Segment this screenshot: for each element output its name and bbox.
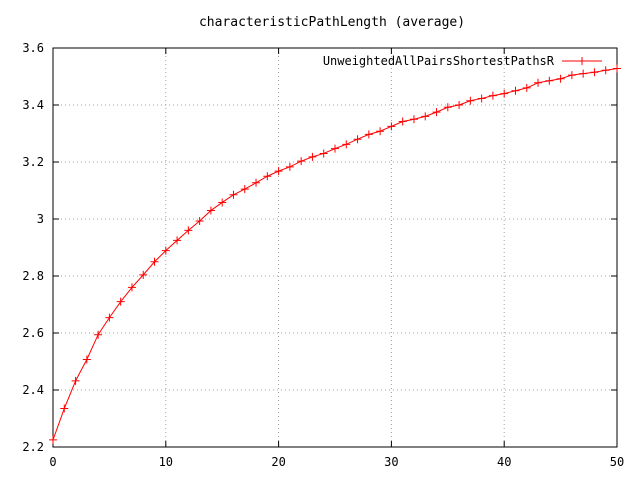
- data-point: [252, 178, 261, 187]
- data-point: [432, 108, 441, 117]
- data-point: [105, 313, 114, 322]
- data-point: [353, 135, 362, 144]
- data-point: [511, 86, 520, 95]
- legend: UnweightedAllPairsShortestPathsR: [323, 54, 602, 68]
- data-point: [466, 96, 475, 105]
- data-point: [319, 149, 328, 158]
- data-point: [71, 376, 80, 385]
- data-point: [184, 226, 193, 235]
- data-point: [274, 167, 283, 176]
- y-tick-label: 3.6: [22, 41, 44, 55]
- data-point: [398, 117, 407, 126]
- data-point: [229, 190, 238, 199]
- y-axis-tick-labels: 2.2 2.4 2.6 2.8 3 3.2 3.4 3.6: [22, 41, 44, 454]
- axis-ticks: [52, 47, 618, 448]
- grid-lines: [53, 48, 617, 447]
- data-point: [545, 76, 554, 85]
- data-point: [556, 74, 565, 83]
- data-point: [206, 206, 215, 215]
- x-tick-label: 50: [610, 455, 624, 469]
- data-point: [173, 236, 182, 245]
- y-tick-label: 2.4: [22, 383, 44, 397]
- data-point: [116, 297, 125, 306]
- data-point: [342, 140, 351, 149]
- x-tick-label: 0: [49, 455, 56, 469]
- data-point: [522, 83, 531, 92]
- data-point: [364, 130, 373, 139]
- data-point: [534, 78, 543, 87]
- data-point: [60, 404, 69, 413]
- data-point: [601, 66, 610, 75]
- y-tick-label: 2.6: [22, 326, 44, 340]
- data-point: [240, 185, 249, 194]
- y-tick-label: 3: [37, 212, 44, 226]
- data-point: [579, 69, 588, 78]
- x-tick-label: 20: [271, 455, 285, 469]
- data-point: [477, 94, 486, 103]
- data-point: [488, 91, 497, 100]
- data-point: [150, 257, 159, 266]
- data-point: [613, 64, 621, 73]
- y-tick-label: 2.2: [22, 440, 44, 454]
- series-line: [52, 68, 618, 441]
- x-axis-tick-labels: 0 10 20 30 40 50: [49, 455, 624, 469]
- x-tick-label: 10: [159, 455, 173, 469]
- data-point: [421, 112, 430, 121]
- data-point: [218, 198, 227, 207]
- data-point: [161, 246, 170, 255]
- data-point: [387, 122, 396, 131]
- data-point: [443, 103, 452, 112]
- data-point: [49, 435, 57, 444]
- data-point: [331, 144, 339, 153]
- data-point: [590, 68, 599, 77]
- data-point: [82, 355, 91, 364]
- data-point: [195, 216, 204, 225]
- data-point: [127, 283, 136, 292]
- data-point: [500, 89, 509, 98]
- y-tick-label: 3.4: [22, 98, 44, 112]
- data-point: [139, 270, 148, 279]
- data-point: [455, 101, 464, 109]
- data-point: [376, 127, 385, 136]
- x-tick-label: 40: [497, 455, 511, 469]
- data-point: [297, 157, 306, 166]
- data-point: [263, 172, 272, 181]
- chart-title: characteristicPathLength (average): [199, 15, 465, 30]
- data-point: [409, 115, 418, 124]
- legend-marker: [578, 57, 586, 65]
- data-point: [285, 162, 294, 171]
- y-tick-label: 3.2: [22, 155, 44, 169]
- y-tick-label: 2.8: [22, 269, 44, 283]
- data-point: [308, 152, 317, 161]
- data-point: [94, 330, 103, 339]
- data-point: [567, 71, 576, 80]
- legend-label: UnweightedAllPairsShortestPathsR: [323, 54, 555, 68]
- x-tick-label: 30: [384, 455, 398, 469]
- plot-area-frame: [52, 47, 618, 448]
- series-group: [49, 64, 621, 444]
